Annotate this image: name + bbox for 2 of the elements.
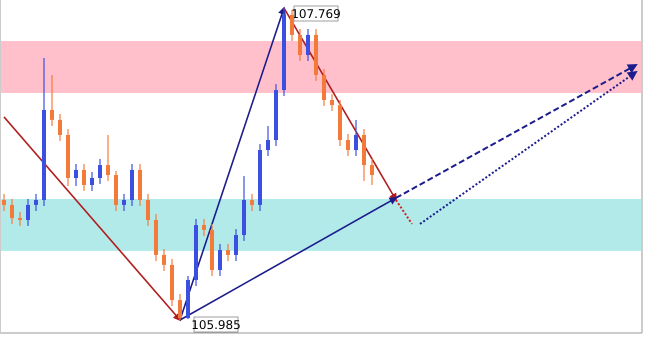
annotation: 107.769 <box>291 7 341 21</box>
annotation: 105.985 <box>191 318 241 332</box>
